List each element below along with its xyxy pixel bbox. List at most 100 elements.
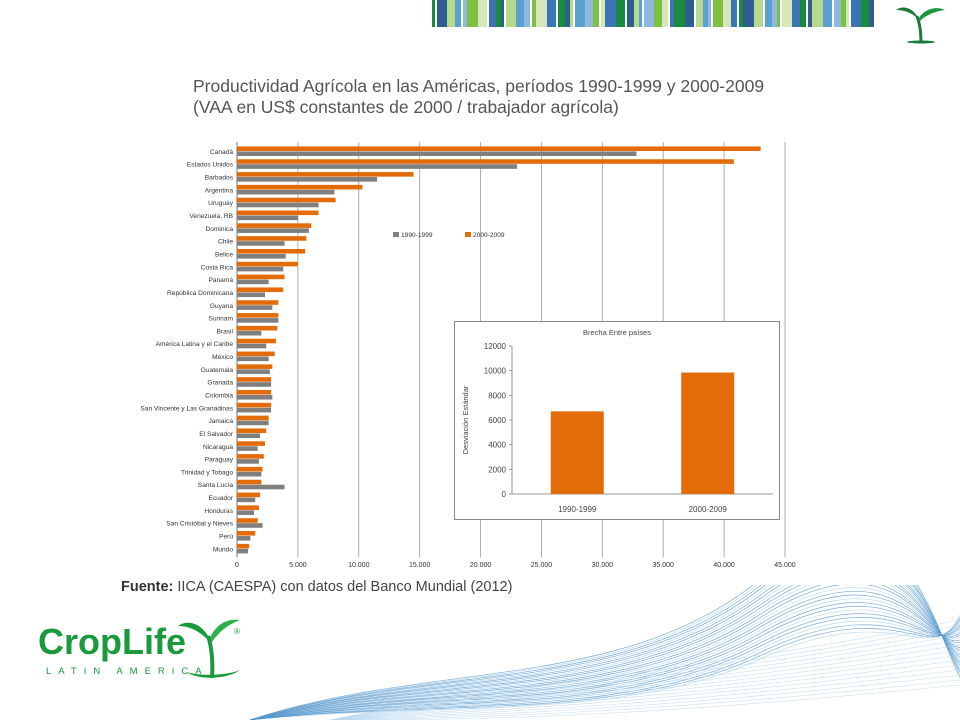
category-label: Nicaragua xyxy=(203,444,233,451)
bar-1990-1999 xyxy=(237,446,258,451)
chart-title-line2: (VAA en US$ constantes de 2000 / trabaja… xyxy=(193,97,619,117)
bar-1990-1999 xyxy=(237,382,272,387)
source-note: Fuente: IICA (CAESPA) con datos del Banc… xyxy=(121,579,512,595)
bar-2000-2009 xyxy=(237,428,267,434)
inset-y-axis-label: Desviación Estándar xyxy=(461,385,470,454)
bar-2000-2009 xyxy=(237,543,250,549)
wave-line xyxy=(249,585,960,720)
bar-1990-1999 xyxy=(237,484,285,490)
wave-line xyxy=(329,664,960,720)
bar-1990-1999 xyxy=(237,433,261,439)
bar-1990-1999 xyxy=(237,471,262,477)
category-label: México xyxy=(212,354,233,361)
x-tick-label: 30.000 xyxy=(592,562,614,569)
x-tick-label: 40.000 xyxy=(713,562,735,569)
bar-1990-1999 xyxy=(237,369,270,374)
wave-line xyxy=(249,585,960,720)
bar-2000-2009 xyxy=(237,454,264,459)
x-tick-label: 10.000 xyxy=(348,562,370,569)
bar-2000-2009 xyxy=(237,377,272,382)
x-tick-label: 25.000 xyxy=(531,562,553,569)
bar-2000-2009 xyxy=(237,261,298,267)
wave-line xyxy=(249,585,960,720)
source-label: Fuente: xyxy=(121,579,174,595)
wave-line xyxy=(329,669,960,720)
category-label: Jamaica xyxy=(208,418,233,425)
category-label: Guatemala xyxy=(201,367,234,374)
wave-line xyxy=(329,679,960,720)
croplife-logo: CropLife LATIN AMERICA ® xyxy=(38,619,240,679)
category-label: Granada xyxy=(207,380,233,387)
category-label: Belice xyxy=(215,251,233,258)
bar-2000-2009 xyxy=(237,223,312,228)
inset-y-tick-label: 0 xyxy=(502,490,507,499)
x-tick-label: 20.000 xyxy=(470,562,492,569)
category-label: Surinam xyxy=(208,316,233,323)
wave-line xyxy=(249,594,960,720)
inset-y-tick-label: 12000 xyxy=(484,342,507,351)
bar-2000-2009 xyxy=(237,518,258,523)
category-label: Argentina xyxy=(205,187,234,194)
category-label: Honduras xyxy=(204,508,233,515)
bar-1990-1999 xyxy=(237,305,273,310)
bar-1990-1999 xyxy=(237,510,255,515)
bar-2000-2009 xyxy=(237,274,285,280)
inset-bar xyxy=(550,411,604,494)
category-label: Estados Unidos xyxy=(187,162,234,169)
bar-2000-2009 xyxy=(237,287,284,293)
legend-label-1990: 1990-1999 xyxy=(401,232,433,239)
category-label: Uruguay xyxy=(208,200,234,207)
bar-1990-1999 xyxy=(237,330,262,336)
inset-x-tick-label: 1990-1999 xyxy=(558,505,597,514)
legend-swatch-2000 xyxy=(465,232,471,237)
category-label: Costa Rica xyxy=(201,264,234,271)
wave-line xyxy=(329,644,960,720)
bar-1990-1999 xyxy=(237,356,269,362)
bar-2000-2009 xyxy=(237,389,272,395)
category-label: Dominica xyxy=(206,226,234,233)
bar-1990-1999 xyxy=(237,459,259,464)
x-tick-label: 15.000 xyxy=(409,562,431,569)
chart-title: Productividad Agrícola en las Américas, … xyxy=(193,76,813,118)
inset-y-tick-label: 10000 xyxy=(484,367,507,376)
wave-line xyxy=(249,609,960,720)
wave-line xyxy=(329,654,960,720)
header-stripe-banner xyxy=(432,0,874,27)
wave-line xyxy=(329,639,960,720)
bar-1990-1999 xyxy=(237,215,298,221)
bar-1990-1999 xyxy=(237,228,309,233)
wave-line xyxy=(329,659,960,720)
wave-line xyxy=(249,587,960,720)
wave-line xyxy=(249,605,960,720)
bar-2000-2009 xyxy=(237,492,261,498)
chart-title-line1: Productividad Agrícola en las Américas, … xyxy=(193,76,765,96)
inset-bar xyxy=(681,372,735,494)
logo-text: CropLife xyxy=(38,621,186,662)
bar-2000-2009 xyxy=(237,146,761,152)
category-label: República Dominicana xyxy=(167,290,233,297)
bar-1990-1999 xyxy=(237,536,251,541)
bar-1990-1999 xyxy=(237,266,284,272)
bar-1990-1999 xyxy=(237,164,518,169)
bar-1990-1999 xyxy=(237,177,378,182)
wave-line xyxy=(329,649,960,720)
bar-2000-2009 xyxy=(237,184,363,190)
inset-y-tick-label: 4000 xyxy=(488,441,506,450)
logo-registered-mark: ® xyxy=(234,627,240,636)
category-label: San Vincente y Las Granadinas xyxy=(140,405,233,412)
category-label: Colombia xyxy=(205,392,233,399)
x-tick-label: 0 xyxy=(235,562,239,569)
inset-y-tick-label: 2000 xyxy=(488,465,506,474)
category-label: Venezuela, RB xyxy=(189,213,233,220)
bar-2000-2009 xyxy=(237,441,266,446)
wave-line xyxy=(249,602,960,720)
bar-1990-1999 xyxy=(237,279,269,285)
bar-1990-1999 xyxy=(237,523,263,528)
wave-line xyxy=(249,585,960,720)
x-tick-label: 35.000 xyxy=(653,562,675,569)
wave-line xyxy=(249,585,960,720)
bar-2000-2009 xyxy=(237,338,276,344)
category-label: Barbados xyxy=(205,175,234,182)
bar-1990-1999 xyxy=(237,394,273,400)
wave-line xyxy=(249,613,960,720)
